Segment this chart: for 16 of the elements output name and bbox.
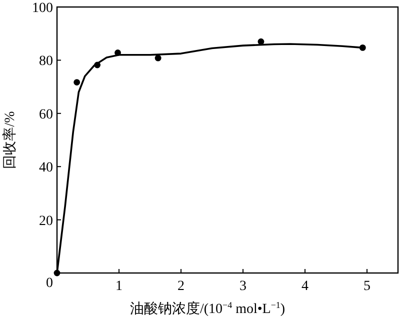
x-axis-title: 油酸钠浓度/(10$^{−4}$ mol•L$^{−1}$): [130, 300, 286, 317]
point: [74, 79, 80, 86]
y-tick-label: 0: [46, 276, 53, 291]
y-tick-label: 40: [39, 160, 53, 176]
x-tick-label: 5: [364, 279, 370, 294]
x-tick-label: 3: [240, 279, 246, 294]
x-tick-label: 2: [178, 279, 184, 294]
y-axis-title: 回收率/%: [2, 110, 18, 169]
point: [258, 38, 264, 45]
y-tick-label: 100: [32, 1, 53, 16]
x-tick-label: 4: [302, 279, 308, 294]
point: [154, 54, 162, 62]
y-tick-label: 60: [39, 107, 53, 122]
x-tick-label: 1: [116, 279, 122, 294]
y-tick-label: 80: [39, 54, 53, 70]
y-tick-label: 20: [39, 214, 53, 229]
